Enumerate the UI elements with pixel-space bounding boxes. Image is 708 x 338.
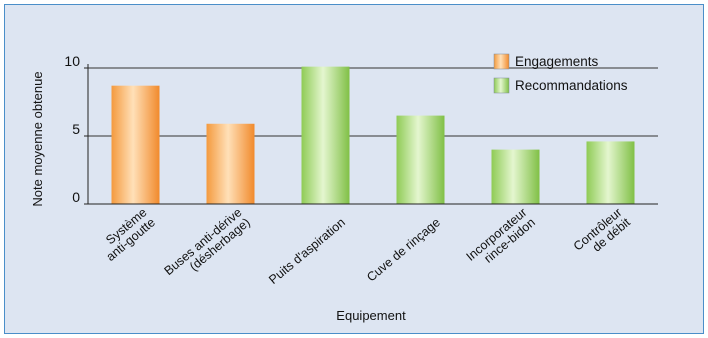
legend-label: Recommandations (515, 78, 628, 93)
y-tick-label: 0 (72, 189, 80, 205)
x-axis-label: Equipement (336, 308, 406, 323)
bars (111, 66, 635, 204)
legend-swatch (493, 53, 510, 70)
y-axis-label: Note moyenne obtenue (30, 71, 45, 206)
gridlines (88, 67, 658, 137)
bar (206, 123, 255, 204)
y-tick-label: 5 (72, 121, 80, 137)
y-tick-labels: 0 5 10 (64, 53, 80, 205)
legend: Engagements Recommandations (493, 53, 628, 94)
legend-label: Engagements (515, 54, 599, 69)
bar (301, 66, 350, 204)
bar (111, 85, 160, 204)
axes (84, 64, 658, 205)
y-tick-label: 10 (64, 53, 80, 69)
bar (491, 149, 540, 204)
bar (396, 115, 445, 204)
legend-swatch (493, 77, 510, 94)
bar (586, 141, 635, 204)
chart-frame: 0 5 10 Systèmeanti-goutte Buses anti-dérive… (4, 4, 704, 334)
